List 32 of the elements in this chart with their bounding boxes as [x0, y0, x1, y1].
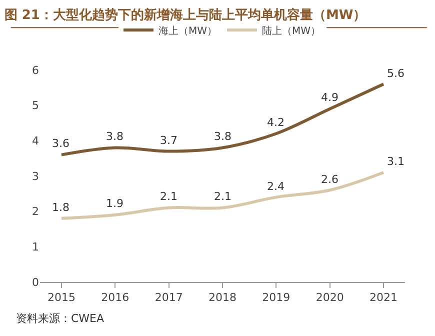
- data-label: 3.7: [160, 134, 178, 147]
- data-label: 2.1: [214, 190, 232, 203]
- legend-label: 海上（MW）: [158, 24, 218, 37]
- x-tick-label: 2015: [47, 291, 76, 304]
- data-label: 4.9: [321, 91, 338, 104]
- data-label: 2.1: [160, 190, 178, 203]
- data-label: 1.8: [52, 201, 70, 214]
- data-label: 2.4: [267, 180, 284, 193]
- data-label: 3.6: [52, 137, 70, 150]
- x-tick-label: 2018: [208, 291, 236, 304]
- x-tick-label: 2019: [262, 291, 290, 304]
- chart-title: 图 21：大型化趋势下的新增海上与陆上平均单机容量（MW）: [4, 7, 366, 24]
- legend-label: 陆上（MW）: [262, 24, 321, 37]
- data-label: 3.1: [387, 155, 404, 168]
- x-tick-label: 2016: [101, 291, 130, 304]
- y-tick-label: 2: [32, 205, 39, 218]
- text: 资料来源：CWEA: [16, 312, 105, 325]
- x-tick-label: 2020: [316, 291, 344, 304]
- x-tick-label: 2017: [154, 291, 183, 304]
- data-label: 2.6: [321, 173, 338, 186]
- x-tick-label: 2021: [370, 291, 398, 304]
- data-label: 3.8: [106, 130, 124, 143]
- y-tick-label: 1: [32, 240, 39, 254]
- data-label: 4.2: [267, 116, 284, 129]
- data-label: 3.8: [214, 130, 232, 143]
- y-tick-label: 3: [32, 170, 39, 183]
- y-tick-label: 0: [32, 276, 39, 289]
- data-label: 5.6: [387, 67, 404, 80]
- data-label: 1.9: [106, 197, 124, 210]
- y-tick-label: 6: [32, 64, 39, 77]
- y-tick-label: 5: [32, 99, 39, 112]
- y-tick-label: 4: [32, 134, 39, 148]
